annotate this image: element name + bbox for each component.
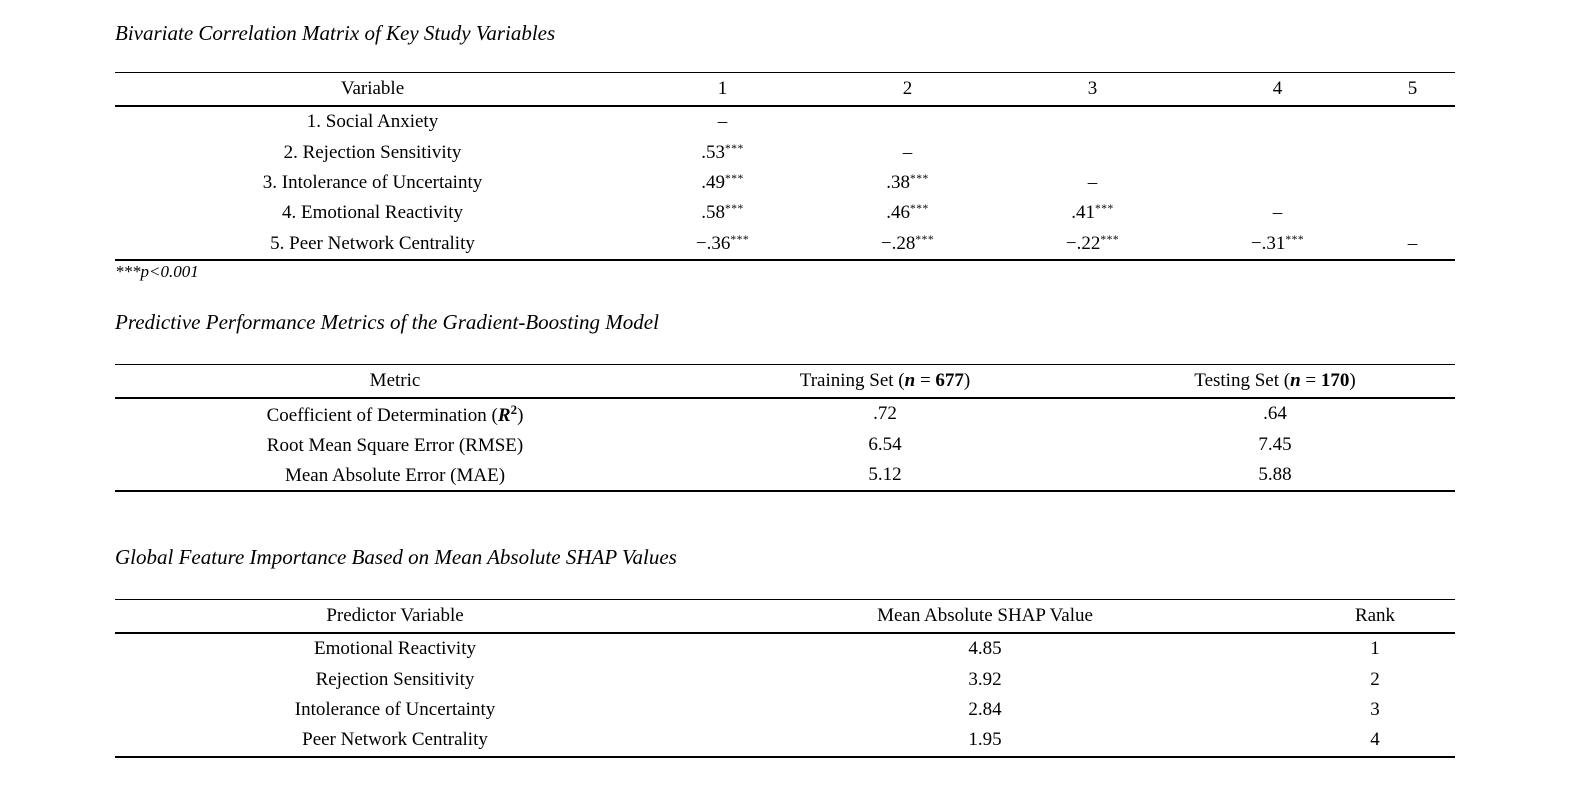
row-label: 2. Rejection Sensitivity bbox=[283, 141, 462, 163]
testing-value: 7.45 bbox=[1258, 433, 1292, 455]
col-header-2: 2 bbox=[815, 72, 1000, 107]
rank-value: 3 bbox=[1370, 698, 1380, 720]
col-header-1: 1 bbox=[630, 72, 815, 107]
row-label: 5. Peer Network Centrality bbox=[270, 232, 475, 254]
correlation-cell: .58*** bbox=[701, 202, 744, 224]
table-row: 2. Rejection Sensitivity .53*** – bbox=[115, 137, 1455, 167]
table-row: Peer Network Centrality 1.95 4 bbox=[115, 725, 1455, 756]
testing-value: 5.88 bbox=[1258, 463, 1292, 485]
correlation-cell: – bbox=[1087, 171, 1098, 193]
shap-value: 1.95 bbox=[968, 729, 1002, 751]
row-label: 4. Emotional Reactivity bbox=[282, 202, 463, 224]
col-header-shap-value: Mean Absolute SHAP Value bbox=[675, 599, 1295, 634]
significance-stars: *** bbox=[730, 233, 750, 246]
correlation-cell bbox=[815, 106, 1000, 137]
rank-value: 4 bbox=[1370, 729, 1380, 751]
col-header-testing-set: Testing Set (n = 170) bbox=[1095, 364, 1455, 399]
performance-table: Metric Training Set (n = 677) Testing Se… bbox=[115, 364, 1455, 492]
table-row: Root Mean Square Error (RMSE) 6.54 7.45 bbox=[115, 429, 1455, 459]
col-header-3: 3 bbox=[1000, 72, 1185, 107]
rank-value: 2 bbox=[1370, 668, 1380, 690]
significance-stars: *** bbox=[725, 142, 744, 155]
r-symbol: R bbox=[497, 404, 511, 426]
training-value: 5.12 bbox=[868, 463, 902, 485]
significance-note: ***p<0.001 bbox=[115, 262, 199, 281]
metric-label: Root Mean Square Error (RMSE) bbox=[266, 435, 524, 457]
shap-value: 3.92 bbox=[968, 668, 1002, 690]
col-header-4: 4 bbox=[1185, 72, 1370, 107]
col-header-training-set: Training Set (n = 677) bbox=[675, 364, 1095, 399]
correlation-cell bbox=[1000, 137, 1185, 167]
table-row: 1. Social Anxiety – bbox=[115, 106, 1455, 137]
correlation-cell bbox=[1185, 137, 1370, 167]
table-row: Coefficient of Determination (R2) .72 .6… bbox=[115, 398, 1455, 429]
correlation-cell bbox=[1000, 106, 1185, 137]
correlation-cell: .46*** bbox=[886, 202, 929, 224]
correlation-cell: −.36*** bbox=[695, 232, 750, 254]
row-label: 1. Social Anxiety bbox=[306, 111, 439, 133]
correlation-cell: −.31*** bbox=[1250, 232, 1305, 254]
significance-stars: *** bbox=[725, 203, 744, 216]
col-header-rank: Rank bbox=[1295, 599, 1455, 634]
shap-table: Predictor Variable Mean Absolute SHAP Va… bbox=[115, 599, 1455, 758]
table-row: 3. Intolerance of Uncertainty .49*** .38… bbox=[115, 168, 1455, 198]
n-symbol: n bbox=[1290, 370, 1301, 391]
shap-header-row: Predictor Variable Mean Absolute SHAP Va… bbox=[115, 599, 1455, 634]
col-header-predictor: Predictor Variable bbox=[115, 599, 675, 634]
correlation-header-row: Variable 1 2 3 4 5 bbox=[115, 72, 1455, 107]
correlation-cell: .38*** bbox=[886, 171, 929, 193]
col-header-5: 5 bbox=[1370, 72, 1455, 107]
predictor-label: Intolerance of Uncertainty bbox=[294, 698, 496, 720]
correlation-cell: .49*** bbox=[701, 171, 744, 193]
performance-table-title: Predictive Performance Metrics of the Gr… bbox=[115, 310, 659, 334]
predictor-label: Rejection Sensitivity bbox=[315, 668, 475, 690]
correlation-cell: .53*** bbox=[701, 141, 744, 163]
correlation-cell bbox=[1370, 106, 1455, 137]
correlation-cell: −.22*** bbox=[1065, 232, 1120, 254]
predictor-label: Emotional Reactivity bbox=[314, 638, 476, 660]
rank-value: 1 bbox=[1370, 638, 1380, 660]
shap-value: 2.84 bbox=[968, 698, 1002, 720]
metric-label: Coefficient of Determination (R2) bbox=[266, 401, 524, 426]
correlation-cell bbox=[1185, 168, 1370, 198]
table-row: 4. Emotional Reactivity .58*** .46*** .4… bbox=[115, 198, 1455, 228]
correlation-cell: – bbox=[717, 111, 728, 133]
col-header-variable: Variable bbox=[115, 72, 630, 107]
correlation-table: Variable 1 2 3 4 5 1. Social Anxiety – 2… bbox=[115, 72, 1455, 261]
table-row: Emotional Reactivity 4.85 1 bbox=[115, 633, 1455, 664]
table-row: Mean Absolute Error (MAE) 5.12 5.88 bbox=[115, 460, 1455, 491]
metric-label: Mean Absolute Error (MAE) bbox=[284, 465, 506, 487]
testing-value: .64 bbox=[1263, 403, 1287, 425]
row-label: 3. Intolerance of Uncertainty bbox=[262, 171, 483, 193]
squared-superscript: 2 bbox=[510, 401, 518, 417]
correlation-cell: .41*** bbox=[1071, 202, 1114, 224]
n-symbol: n bbox=[904, 370, 916, 391]
correlation-cell: – bbox=[1407, 232, 1418, 254]
correlation-cell bbox=[1370, 198, 1455, 228]
correlation-cell: −.28*** bbox=[880, 232, 935, 254]
significance-stars: *** bbox=[725, 172, 744, 185]
table-row: Rejection Sensitivity 3.92 2 bbox=[115, 664, 1455, 694]
table-row: Intolerance of Uncertainty 2.84 3 bbox=[115, 695, 1455, 725]
correlation-cell bbox=[1370, 168, 1455, 198]
shap-table-title: Global Feature Importance Based on Mean … bbox=[115, 545, 677, 569]
correlation-cell: – bbox=[902, 141, 913, 163]
correlation-cell bbox=[1370, 137, 1455, 167]
training-value: 6.54 bbox=[868, 433, 902, 455]
correlation-table-title: Bivariate Correlation Matrix of Key Stud… bbox=[115, 21, 556, 45]
table-row: 5. Peer Network Centrality −.36*** −.28*… bbox=[115, 229, 1455, 260]
training-value: .72 bbox=[873, 403, 897, 425]
shap-value: 4.85 bbox=[968, 638, 1002, 660]
correlation-cell bbox=[1185, 106, 1370, 137]
predictor-label: Peer Network Centrality bbox=[302, 729, 488, 751]
correlation-cell: – bbox=[1272, 202, 1283, 224]
col-header-metric: Metric bbox=[115, 364, 675, 399]
performance-header-row: Metric Training Set (n = 677) Testing Se… bbox=[115, 364, 1455, 399]
